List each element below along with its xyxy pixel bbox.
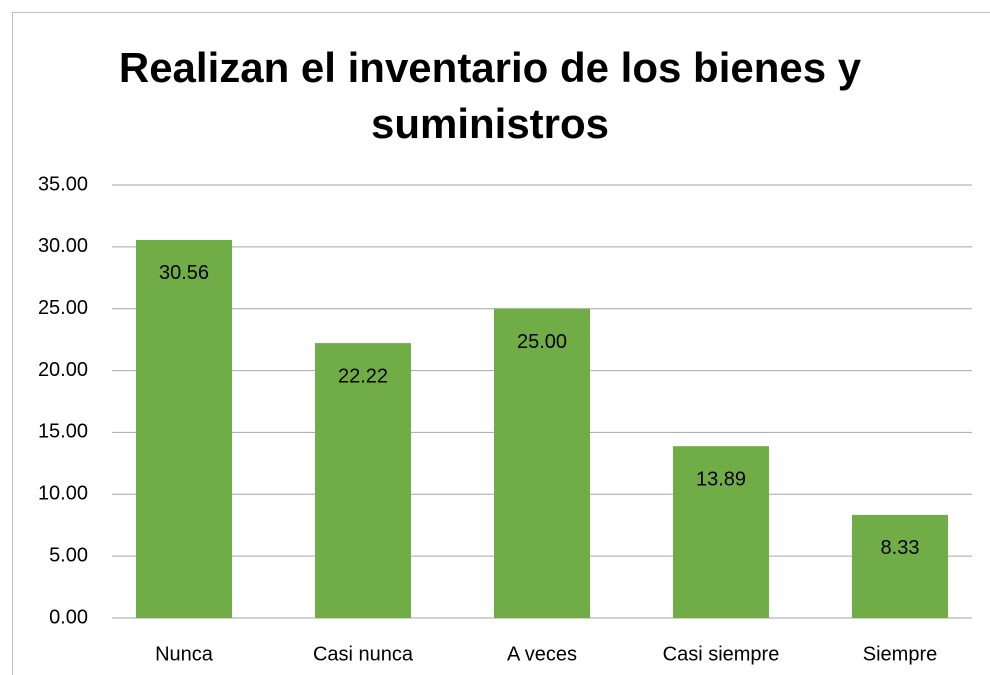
bar bbox=[315, 343, 411, 618]
bar bbox=[852, 514, 948, 618]
x-tick-label: Casi siempre bbox=[663, 643, 780, 665]
bar bbox=[136, 239, 232, 618]
y-tick-label: 35.00 bbox=[38, 173, 88, 195]
bar bbox=[673, 446, 769, 618]
y-tick-label: 15.00 bbox=[38, 421, 88, 443]
y-tick-label: 30.00 bbox=[38, 235, 88, 257]
chart-frame bbox=[12, 12, 990, 675]
data-label: 8.33 bbox=[881, 537, 920, 559]
x-tick-label: Siempre bbox=[863, 643, 937, 665]
x-tick-label: A veces bbox=[507, 643, 577, 665]
data-label: 30.56 bbox=[159, 262, 209, 284]
y-tick-label: 10.00 bbox=[38, 483, 88, 505]
y-tick-label: 25.00 bbox=[38, 297, 88, 319]
chart-title: Realizan el inventario de los bienes y s… bbox=[118, 44, 862, 147]
data-label: 13.89 bbox=[696, 468, 746, 490]
y-tick-label: 20.00 bbox=[38, 359, 88, 381]
y-tick-label: 5.00 bbox=[49, 544, 88, 566]
x-tick-label: Casi nunca bbox=[313, 643, 414, 665]
x-tick-label: Nunca bbox=[155, 643, 214, 665]
bar bbox=[494, 308, 590, 618]
data-label: 25.00 bbox=[517, 331, 567, 353]
data-label: 22.22 bbox=[338, 365, 388, 387]
y-tick-label: 0.00 bbox=[49, 606, 88, 628]
